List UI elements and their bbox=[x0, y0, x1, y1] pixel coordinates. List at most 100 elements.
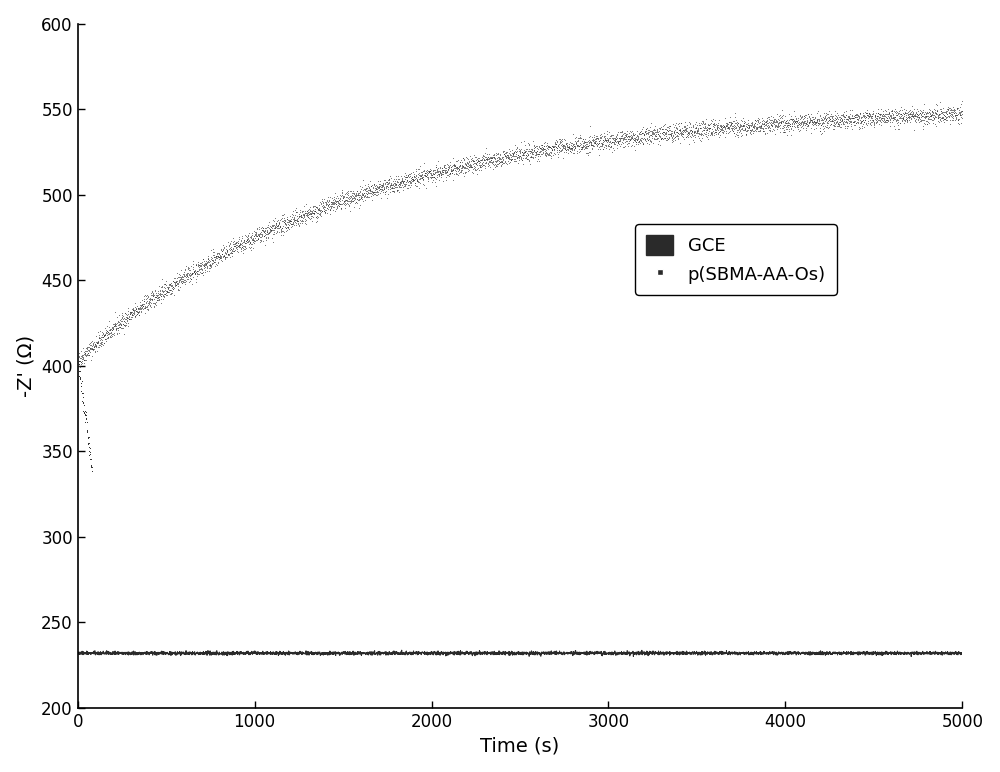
Point bbox=[299, 205, 315, 217]
Point bbox=[855, 110, 871, 123]
Point bbox=[862, 110, 878, 122]
Point bbox=[832, 113, 848, 126]
Point bbox=[76, 354, 92, 366]
Point bbox=[801, 115, 817, 127]
Point bbox=[580, 140, 596, 152]
Point bbox=[733, 130, 749, 142]
Point bbox=[293, 208, 309, 221]
Point bbox=[878, 117, 894, 129]
Point bbox=[215, 249, 231, 262]
Point bbox=[212, 250, 228, 262]
Point bbox=[261, 226, 277, 239]
Point bbox=[448, 161, 464, 174]
Point bbox=[749, 113, 765, 126]
Point bbox=[219, 245, 235, 257]
Point bbox=[656, 126, 672, 138]
Point bbox=[578, 136, 594, 148]
Point bbox=[792, 113, 808, 126]
Point bbox=[363, 179, 379, 191]
Point bbox=[809, 117, 825, 129]
Point bbox=[761, 121, 777, 134]
Point bbox=[775, 115, 791, 127]
Point bbox=[697, 120, 713, 133]
Point bbox=[241, 235, 257, 247]
Point bbox=[81, 432, 97, 444]
Point bbox=[844, 123, 860, 135]
Point bbox=[318, 199, 334, 212]
Point bbox=[626, 134, 642, 146]
Point bbox=[728, 113, 744, 126]
Point bbox=[82, 341, 98, 354]
Point bbox=[534, 143, 550, 155]
Point bbox=[746, 118, 762, 130]
Point bbox=[572, 145, 588, 157]
Point bbox=[656, 132, 672, 144]
Point bbox=[924, 105, 940, 117]
Point bbox=[566, 143, 582, 155]
Point bbox=[697, 117, 713, 130]
Point bbox=[815, 123, 831, 135]
Point bbox=[879, 114, 895, 127]
Point bbox=[662, 120, 678, 133]
Point bbox=[486, 151, 502, 163]
Point bbox=[85, 338, 101, 350]
Point bbox=[214, 248, 230, 260]
Point bbox=[868, 114, 884, 127]
Point bbox=[782, 117, 798, 130]
Point bbox=[693, 117, 709, 129]
Point bbox=[376, 174, 392, 186]
Point bbox=[108, 323, 124, 335]
Point bbox=[762, 124, 778, 137]
Point bbox=[362, 185, 378, 197]
Point bbox=[341, 191, 357, 204]
Point bbox=[358, 185, 374, 197]
Point bbox=[162, 283, 178, 296]
Point bbox=[420, 167, 436, 179]
Point bbox=[634, 132, 650, 144]
Point bbox=[820, 117, 836, 129]
Point bbox=[922, 107, 938, 119]
Point bbox=[877, 108, 893, 120]
Point bbox=[113, 319, 129, 331]
Point bbox=[672, 124, 688, 137]
Point bbox=[479, 152, 495, 164]
Point bbox=[760, 117, 776, 129]
Point bbox=[943, 106, 959, 118]
Point bbox=[869, 110, 885, 123]
Point bbox=[207, 250, 223, 262]
Point bbox=[876, 113, 892, 125]
Point bbox=[535, 143, 551, 155]
Point bbox=[112, 321, 128, 334]
Point bbox=[373, 185, 389, 197]
Point bbox=[874, 110, 890, 122]
Point bbox=[817, 112, 833, 124]
Point bbox=[882, 120, 898, 133]
Point bbox=[410, 176, 426, 188]
Point bbox=[402, 169, 418, 181]
Point bbox=[716, 121, 732, 134]
Point bbox=[526, 142, 542, 154]
Point bbox=[727, 117, 743, 129]
Point bbox=[766, 114, 782, 127]
Point bbox=[846, 119, 862, 131]
Point bbox=[449, 155, 465, 168]
Point bbox=[829, 116, 845, 128]
Point bbox=[266, 218, 282, 231]
Point bbox=[405, 173, 421, 185]
Point bbox=[409, 174, 425, 187]
Point bbox=[362, 183, 378, 195]
Point bbox=[445, 174, 461, 186]
Point bbox=[231, 241, 247, 253]
Point bbox=[406, 170, 422, 182]
Point bbox=[703, 126, 719, 138]
Point bbox=[511, 150, 527, 162]
Point bbox=[185, 263, 201, 276]
Point bbox=[564, 144, 580, 156]
Point bbox=[604, 136, 620, 148]
Point bbox=[440, 164, 456, 176]
Point bbox=[364, 194, 380, 206]
Point bbox=[662, 128, 678, 141]
Point bbox=[204, 252, 220, 264]
Point bbox=[305, 212, 321, 224]
Point bbox=[526, 144, 542, 157]
